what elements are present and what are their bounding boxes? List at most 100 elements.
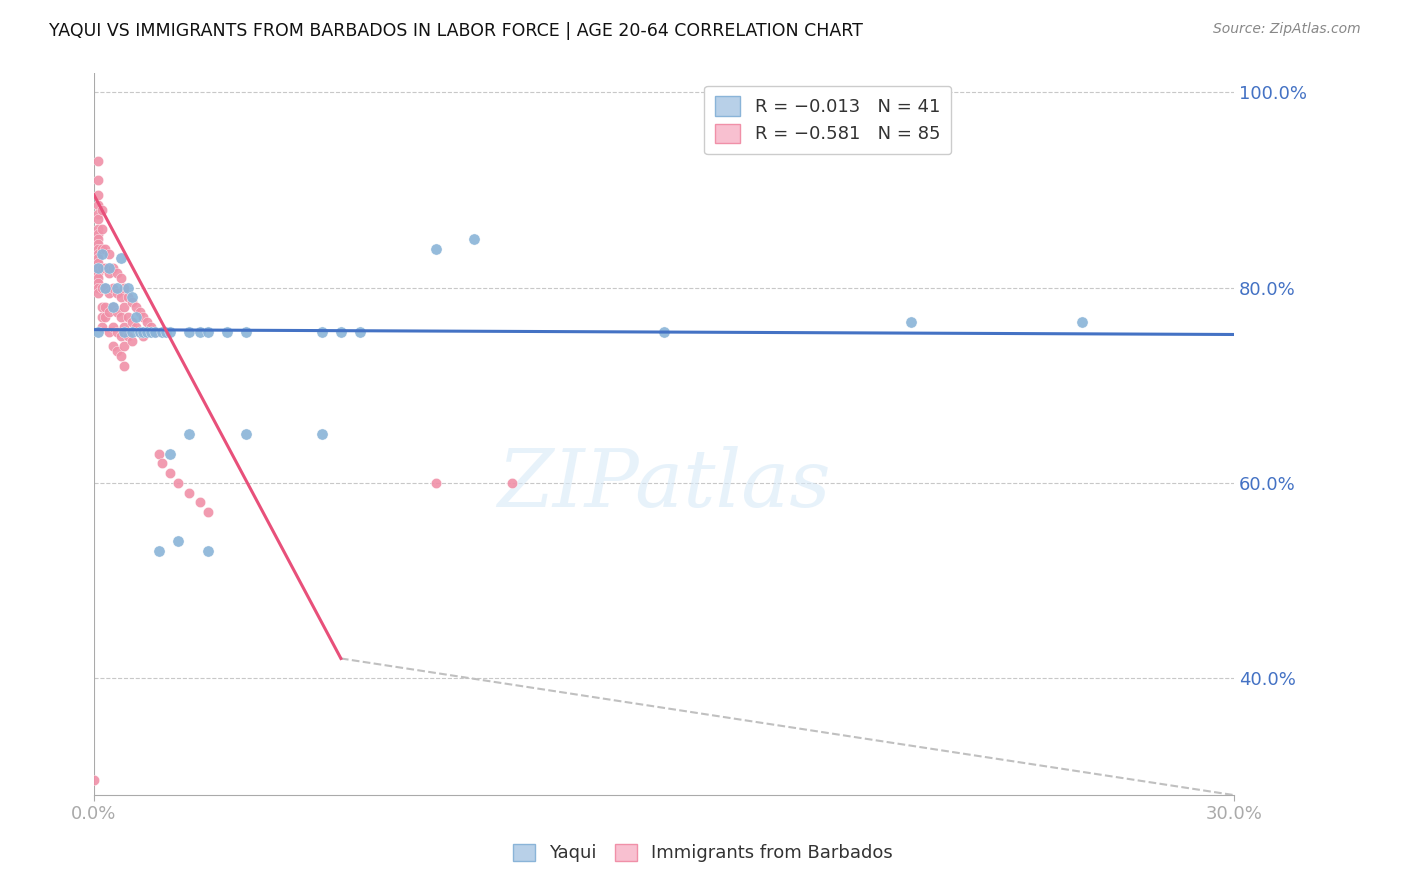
Point	[105, 285, 128, 300]
Point	[900, 315, 922, 329]
Legend: R = −0.013   N = 41, R = −0.581   N = 85: R = −0.013 N = 41, R = −0.581 N = 85	[704, 86, 952, 154]
Point	[98, 305, 121, 319]
Point	[132, 329, 155, 343]
Point	[136, 325, 159, 339]
Point	[121, 334, 143, 349]
Point	[98, 246, 121, 260]
Point	[188, 495, 211, 509]
Point	[101, 319, 124, 334]
Point	[128, 305, 150, 319]
Point	[110, 310, 132, 324]
Point	[90, 261, 112, 276]
Point	[90, 319, 112, 334]
Point	[112, 325, 135, 339]
Point	[197, 544, 219, 558]
Point	[87, 325, 110, 339]
Point	[125, 310, 148, 324]
Point	[121, 325, 143, 339]
Point	[652, 325, 675, 339]
Point	[1070, 315, 1092, 329]
Point	[463, 232, 485, 246]
Point	[101, 339, 124, 353]
Point	[112, 339, 135, 353]
Point	[98, 261, 121, 276]
Point	[166, 534, 188, 549]
Point	[94, 300, 117, 314]
Point	[150, 456, 173, 470]
Point	[110, 349, 132, 363]
Point	[132, 325, 155, 339]
Point	[87, 153, 110, 168]
Point	[101, 300, 124, 314]
Point	[90, 242, 112, 256]
Point	[87, 276, 110, 290]
Point	[177, 427, 200, 442]
Point	[117, 310, 139, 324]
Text: ZIPatlas: ZIPatlas	[498, 446, 831, 524]
Point	[101, 300, 124, 314]
Point	[121, 295, 143, 310]
Point	[166, 475, 188, 490]
Point	[87, 261, 110, 276]
Point	[155, 325, 177, 339]
Point	[112, 280, 135, 294]
Point	[177, 325, 200, 339]
Point	[159, 446, 181, 460]
Point	[90, 202, 112, 217]
Point	[87, 280, 110, 294]
Point	[87, 212, 110, 227]
Point	[87, 246, 110, 260]
Point	[177, 485, 200, 500]
Point	[139, 319, 162, 334]
Point	[159, 325, 181, 339]
Point	[139, 325, 162, 339]
Point	[90, 310, 112, 324]
Point	[87, 188, 110, 202]
Point	[105, 305, 128, 319]
Point	[105, 325, 128, 339]
Point	[87, 285, 110, 300]
Point	[311, 325, 333, 339]
Point	[125, 300, 148, 314]
Point	[235, 325, 257, 339]
Point	[143, 325, 166, 339]
Point	[98, 266, 121, 280]
Point	[501, 475, 523, 490]
Point	[117, 329, 139, 343]
Text: YAQUI VS IMMIGRANTS FROM BARBADOS IN LABOR FORCE | AGE 20-64 CORRELATION CHART: YAQUI VS IMMIGRANTS FROM BARBADOS IN LAB…	[49, 22, 863, 40]
Point	[87, 256, 110, 270]
Point	[425, 242, 447, 256]
Point	[87, 232, 110, 246]
Point	[188, 325, 211, 339]
Point	[110, 252, 132, 266]
Point	[121, 315, 143, 329]
Legend: Yaqui, Immigrants from Barbados: Yaqui, Immigrants from Barbados	[506, 837, 900, 870]
Point	[235, 427, 257, 442]
Point	[136, 315, 159, 329]
Point	[148, 446, 170, 460]
Point	[94, 310, 117, 324]
Point	[110, 329, 132, 343]
Point	[98, 325, 121, 339]
Point	[215, 325, 238, 339]
Point	[112, 319, 135, 334]
Point	[87, 266, 110, 280]
Point	[83, 773, 105, 788]
Point	[87, 207, 110, 221]
Point	[87, 197, 110, 211]
Point	[349, 325, 371, 339]
Point	[117, 290, 139, 304]
Point	[87, 242, 110, 256]
Point	[197, 325, 219, 339]
Point	[329, 325, 352, 339]
Point	[87, 222, 110, 236]
Point	[105, 266, 128, 280]
Point	[150, 325, 173, 339]
Point	[125, 319, 148, 334]
Point	[110, 271, 132, 285]
Point	[87, 271, 110, 285]
Point	[117, 280, 139, 294]
Point	[128, 325, 150, 339]
Point	[105, 344, 128, 359]
Point	[128, 325, 150, 339]
